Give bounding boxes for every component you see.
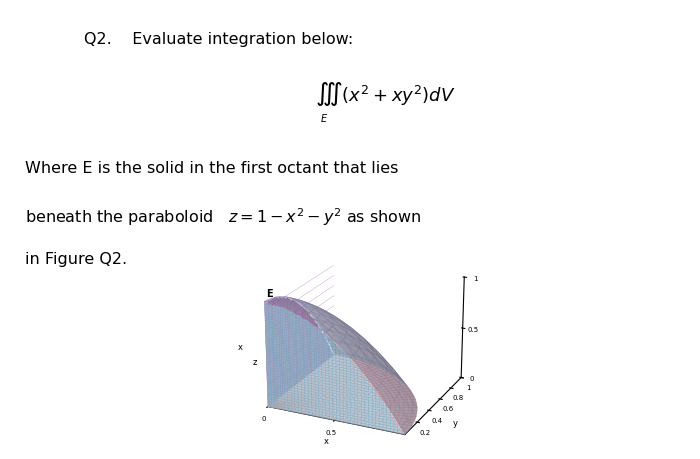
- Text: Figure Q2: Figure Q2: [321, 425, 400, 443]
- X-axis label: x: x: [323, 437, 329, 446]
- Text: $E$: $E$: [320, 112, 328, 124]
- Text: beneath the paraboloid   $z = 1 - x^2 - y^2$ as shown: beneath the paraboloid $z = 1 - x^2 - y^…: [25, 207, 421, 228]
- Y-axis label: y: y: [452, 420, 458, 428]
- Text: $\iiint(x^2+xy^2)dV$: $\iiint(x^2+xy^2)dV$: [315, 80, 456, 108]
- Text: in Figure Q2.: in Figure Q2.: [25, 252, 127, 268]
- Text: Where E is the solid in the first octant that lies: Where E is the solid in the first octant…: [25, 161, 398, 176]
- Text: Q2.    Evaluate integration below:: Q2. Evaluate integration below:: [84, 32, 354, 47]
